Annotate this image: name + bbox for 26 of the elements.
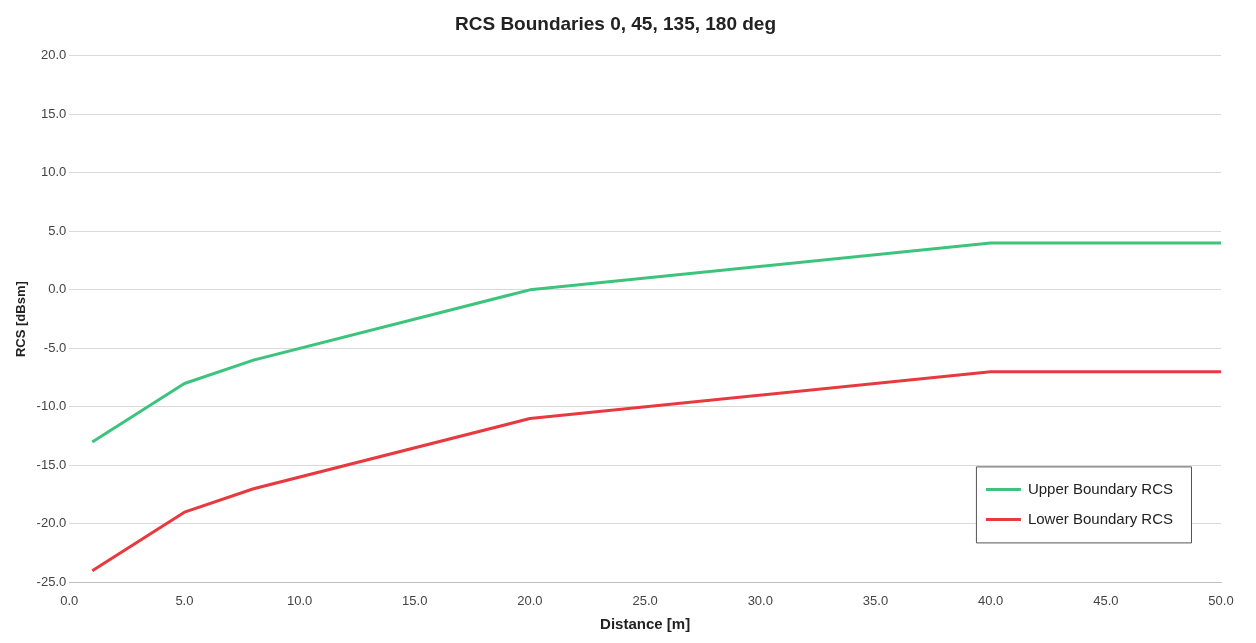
y-tick-label: 10.0 [40,164,67,180]
chart-title: RCS Boundaries 0, 45, 135, 180 deg [454,12,777,34]
y-tick-label: -5.0 [43,339,67,355]
x-tick-label: 0.0 [60,592,79,608]
x-tick-label: 40.0 [977,592,1004,608]
y-tick-label: -20.0 [36,515,67,531]
y-tick-label: -15.0 [36,456,67,472]
x-tick-label: 30.0 [747,592,773,608]
y-tick-label: 15.0 [40,105,67,121]
x-tick-label: 25.0 [632,592,658,608]
x-tick-label: 20.0 [517,592,543,608]
x-tick-label: 45.0 [1093,592,1119,608]
y-tick-label: 5.0 [48,222,67,238]
y-axis-title: RCS [dBsm] [13,281,29,358]
y-tick-label: -25.0 [36,573,67,589]
y-tick-label: -10.0 [36,398,67,414]
x-tick-label: 10.0 [286,592,313,608]
x-axis-title: Distance [m] [600,615,691,633]
x-tick-label: 15.0 [402,592,428,608]
y-tick-label: 20.0 [40,47,67,63]
x-tick-label: 5.0 [175,592,194,608]
legend-label: Upper Boundary RCS [1027,479,1174,497]
legend-label: Lower Boundary RCS [1027,509,1174,527]
y-tick-label: 0.0 [48,281,67,297]
x-tick-label: 35.0 [862,592,889,608]
x-tick-label: 50.0 [1208,592,1234,608]
